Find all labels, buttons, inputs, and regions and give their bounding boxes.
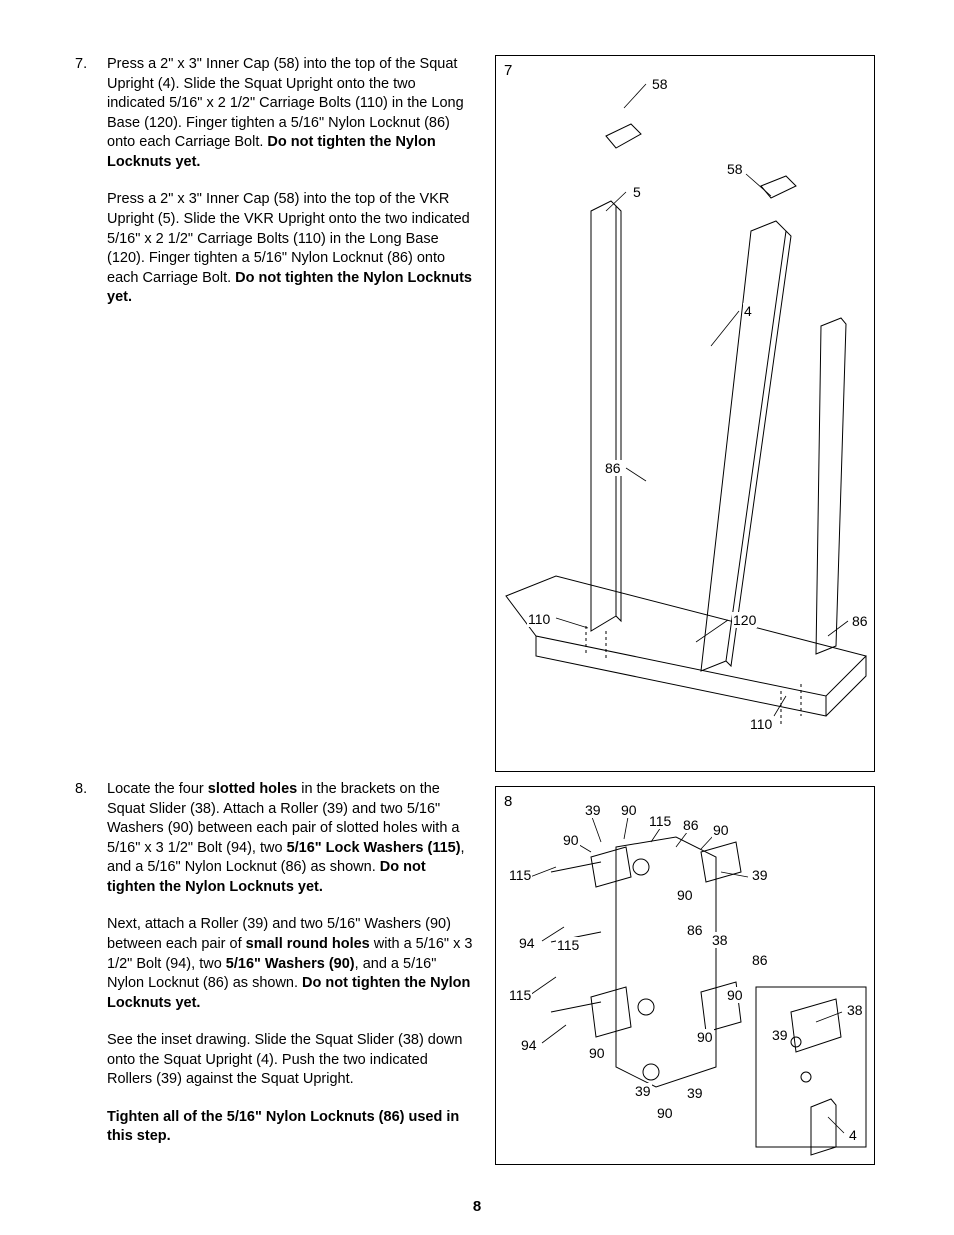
callout-label: 39 [634,1083,652,1099]
diagram-svg [496,56,874,774]
callout-label: 90 [588,1045,606,1061]
callout-label: 115 [648,813,672,829]
step-body: Press a 2" x 3" Inner Cap (58) into the … [107,55,475,308]
step-paragraph: See the inset drawing. Slide the Squat S… [107,1031,475,1090]
callout-label: 90 [676,887,694,903]
step-body: Locate the four slotted holes in the bra… [107,780,475,1147]
page-number: 8 [0,1198,954,1215]
figure-8: 8 [495,786,875,1165]
callout-label: 90 [726,987,744,1003]
callout-label: 86 [751,952,769,968]
callout-label: 90 [696,1029,714,1045]
callout-label: 4 [743,303,753,319]
step-paragraph: Locate the four slotted holes in the bra… [107,780,475,897]
callout-label: 110 [749,716,773,732]
callout-label: 86 [851,613,869,629]
diagram-svg [496,787,874,1165]
step-8: 8. Locate the four slotted holes in the … [75,780,475,1147]
text-column: 7. Press a 2" x 3" Inner Cap (58) into t… [75,55,475,1165]
callout-label: 39 [686,1085,704,1101]
callout-label: 110 [527,611,551,627]
callout-label: 90 [712,822,730,838]
callout-label: 4 [848,1127,858,1143]
callout-label: 94 [520,1037,538,1053]
figure-7: 7 [495,55,875,772]
callout-label: 58 [726,161,744,177]
step-7: 7. Press a 2" x 3" Inner Cap (58) into t… [75,55,475,308]
step-paragraph: Next, attach a Roller (39) and two 5/16"… [107,915,475,1013]
spacer [75,326,475,780]
callout-label: 86 [604,460,622,476]
callout-label: 5 [632,184,642,200]
callout-label: 115 [508,867,532,883]
callout-label: 90 [656,1105,674,1121]
callout-label: 90 [620,802,638,818]
callout-label: 58 [651,76,669,92]
step-number: 7. [75,55,107,308]
step-paragraph: Tighten all of the 5/16" Nylon Locknuts … [107,1108,475,1147]
callout-label: 115 [556,937,580,953]
figure-column: 7 [495,55,875,1165]
callout-label: 120 [732,612,757,628]
callout-label: 38 [846,1002,864,1018]
callout-label: 94 [518,935,536,951]
step-paragraph: Press a 2" x 3" Inner Cap (58) into the … [107,55,475,172]
callout-label: 39 [584,802,602,818]
callout-label: 86 [686,922,704,938]
callout-label: 39 [771,1027,789,1043]
callout-label: 115 [508,987,532,1003]
step-number: 8. [75,780,107,1147]
step-paragraph: Press a 2" x 3" Inner Cap (58) into the … [107,190,475,307]
callout-label: 38 [711,932,729,948]
callout-label: 86 [682,817,700,833]
columns: 7. Press a 2" x 3" Inner Cap (58) into t… [75,55,879,1165]
callout-label: 39 [751,867,769,883]
page: 7. Press a 2" x 3" Inner Cap (58) into t… [0,0,954,1235]
callout-label: 90 [562,832,580,848]
